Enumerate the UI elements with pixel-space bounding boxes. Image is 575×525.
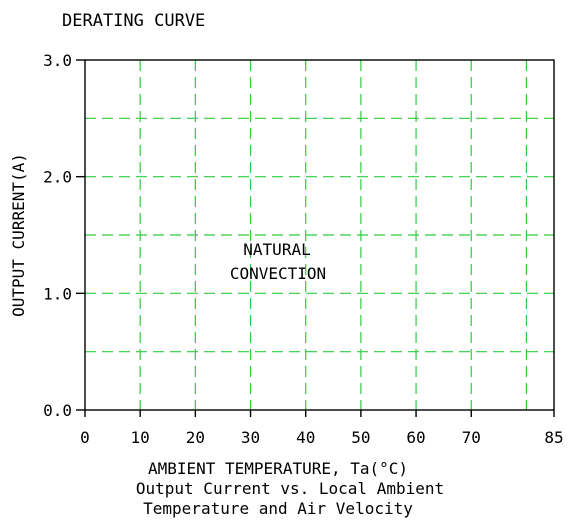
y-tick-label: 3.0 (43, 51, 72, 70)
annotation-line-1: NATURAL (243, 240, 310, 259)
y-axis-ticks: 0.0 1.0 2.0 3.0 (43, 51, 85, 420)
x-tick-label: 30 (241, 428, 260, 447)
x-axis-ticks: 0 10 20 30 40 50 60 70 85 (80, 410, 564, 447)
x-tick-label: 40 (296, 428, 315, 447)
y-tick-label: 2.0 (43, 168, 72, 187)
x-axis-label: AMBIENT TEMPERATURE, Ta(°C) (148, 459, 408, 478)
x-tick-label: 10 (131, 428, 150, 447)
caption-line-1: Output Current vs. Local Ambient (136, 479, 444, 498)
x-tick-label: 20 (186, 428, 205, 447)
y-tick-label: 1.0 (43, 284, 72, 303)
y-axis-label: OUTPUT CURRENT(A) (9, 153, 28, 317)
x-tick-label: 50 (351, 428, 370, 447)
caption-line-2: Temperature and Air Velocity (143, 499, 413, 518)
annotation-line-2: CONVECTION (230, 264, 326, 283)
chart-title: DERATING CURVE (62, 11, 205, 31)
x-tick-label: 60 (406, 428, 425, 447)
x-tick-label: 0 (80, 428, 90, 447)
x-tick-label: 85 (544, 428, 563, 447)
grid-lines (85, 60, 554, 410)
x-tick-label: 70 (462, 428, 481, 447)
y-tick-label: 0.0 (43, 401, 72, 420)
plot-frame (84, 59, 555, 411)
